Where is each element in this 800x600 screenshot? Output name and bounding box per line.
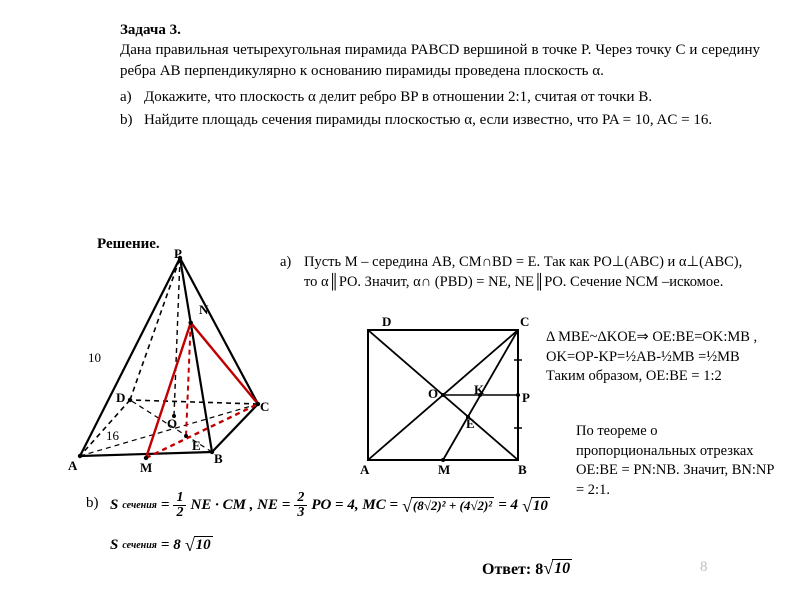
label-O: O: [167, 416, 177, 432]
frac-2-3: 23: [294, 491, 307, 520]
f1-necd: NE · CM , NE =: [190, 497, 290, 514]
label-A: A: [68, 458, 77, 474]
solution-a: a) Пусть М – середина AB, CM∩BD = E. Так…: [280, 253, 758, 292]
answer-label: Ответ: 8: [482, 561, 543, 578]
b-mark: b): [86, 495, 99, 512]
sol-a-mark: a): [280, 253, 304, 292]
label-M: M: [140, 460, 152, 476]
sq-C: C: [520, 314, 529, 330]
formula-section-area: Sсечения = 12 NE · CM , NE = 23 PO = 4, …: [110, 491, 550, 520]
sqrt-mc: √(8√2)² + (4√2)²: [402, 497, 494, 515]
sq-A: A: [360, 462, 369, 478]
sq-M: M: [438, 462, 450, 478]
problem-list: a) Докажите, что плоскость α делит ребро…: [120, 87, 760, 131]
label-D: D: [116, 390, 125, 406]
label-E: E: [192, 438, 201, 454]
sq-K: K: [474, 382, 484, 398]
f1-po: PO = 4, MC =: [311, 497, 398, 514]
f1-eq4: = 4: [498, 497, 518, 514]
proportional-text: По теореме о пропорциональных отрезках O…: [576, 422, 776, 500]
label-N: N: [199, 302, 208, 318]
problem-statement: Дана правильная четырехугольная пирамида…: [120, 42, 760, 78]
label-C: C: [260, 399, 269, 415]
similarity-text: Δ MBE~ΔKOE⇒ OE:BE=OK:MB , OK=OP-KP=½AB-½…: [546, 328, 776, 387]
sq-B: B: [518, 462, 527, 478]
frac-1-2: 12: [173, 491, 186, 520]
f2-S: S: [110, 537, 118, 554]
label-B: B: [214, 451, 223, 467]
sq-E: E: [466, 416, 475, 432]
label-P: P: [174, 246, 182, 262]
f2-sub: сечения: [122, 540, 157, 551]
item-mark: b): [120, 110, 144, 130]
sq-D: D: [382, 314, 391, 330]
sq-P: P: [522, 390, 530, 406]
sq-O: O: [428, 386, 438, 402]
pyramid-diagram: [74, 244, 274, 474]
sol-a-text: Пусть М – середина AB, CM∩BD = E. Так ка…: [304, 253, 758, 292]
item-text: Найдите площадь сечения пирамиды плоскос…: [144, 110, 760, 130]
sqrt-10c: √10: [543, 559, 572, 578]
formula-section-area-2: Sсечения = 8 √10: [110, 536, 213, 554]
sqrt-10b: √10: [185, 536, 213, 554]
item-text: Докажите, что плоскость α делит ребро BP…: [144, 87, 760, 107]
page-number: 8: [700, 559, 708, 576]
item-mark: a): [120, 87, 144, 107]
label-10: 10: [88, 350, 101, 366]
square-diagram: [358, 320, 542, 478]
problem-item-b: b) Найдите площадь сечения пирамиды плос…: [120, 110, 760, 130]
problem-title: Задача 3.: [120, 22, 181, 38]
label-16: 16: [106, 428, 119, 444]
answer: Ответ: 8√10: [482, 559, 572, 579]
f2-eq: = 8: [161, 537, 181, 554]
problem-item-a: a) Докажите, что плоскость α делит ребро…: [120, 87, 760, 107]
f1-S: S: [110, 497, 118, 514]
f1-sub: сечения: [122, 500, 157, 511]
sqrt-10a: √10: [522, 497, 550, 515]
problem-block: Задача 3. Дана правильная четырехугольна…: [120, 20, 760, 133]
